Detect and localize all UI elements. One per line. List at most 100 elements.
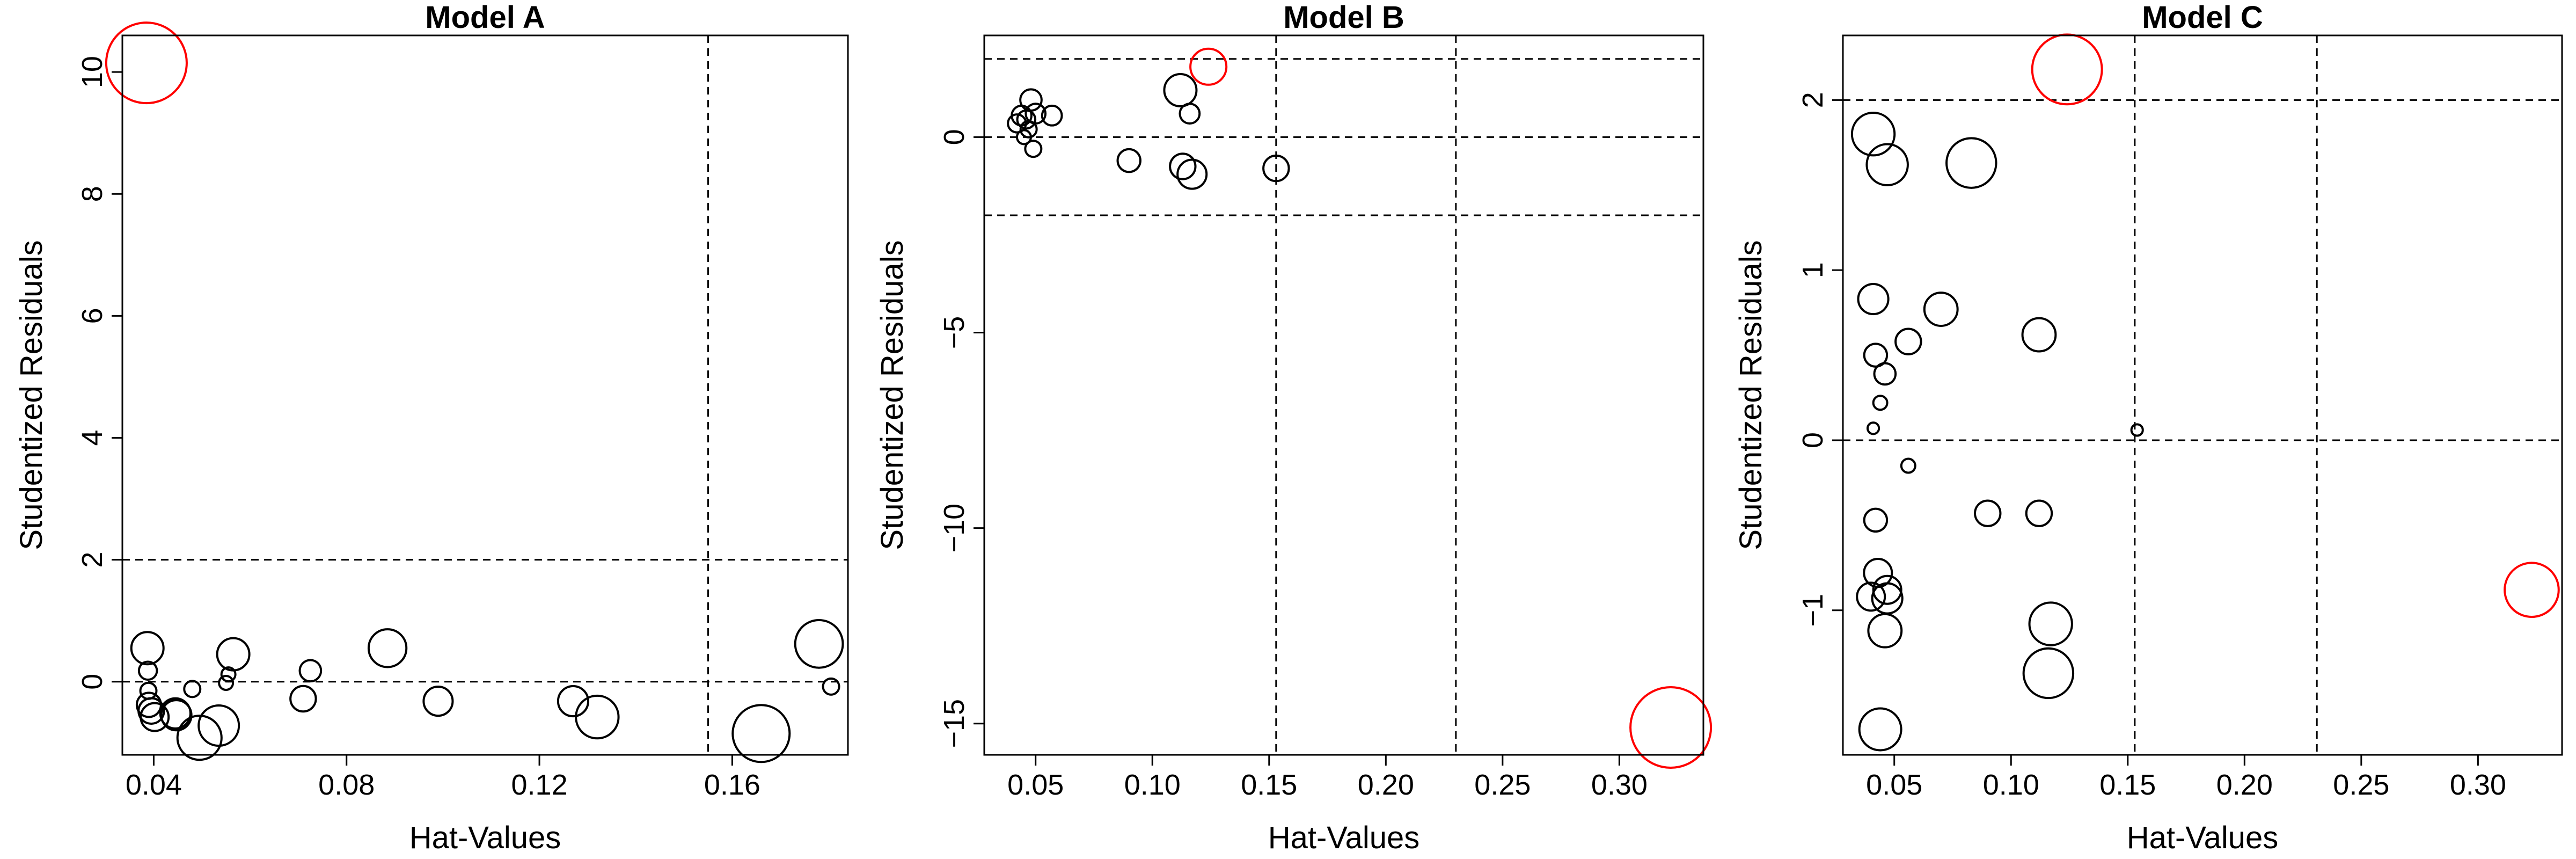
data-point [2130,423,2144,437]
y-tick-label: 2 [76,552,108,568]
data-point [218,675,235,691]
plot-frame [1842,34,2563,756]
data-point [1858,707,1902,752]
x-tick-label: 0.20 [1358,769,1414,801]
data-point [1169,152,1197,180]
data-point [1629,686,1713,769]
y-tick-label: 8 [76,186,108,202]
data-point [422,686,454,717]
x-axis-label: Hat-Values [409,820,561,855]
y-axis-label: Studentized Residuals [1733,240,1768,550]
data-point [557,685,590,718]
data-point [197,704,240,747]
data-point [822,677,840,696]
y-tick-label: 10 [76,56,108,88]
data-point [367,628,408,668]
data-point [1856,581,1886,612]
x-tick-label: 0.05 [1866,769,1922,801]
x-tick-label: 0.15 [1241,769,1297,801]
data-point [1863,507,1889,533]
data-point [1900,457,1916,474]
panel-title: Model B [1283,0,1404,35]
x-tick-label: 0.10 [1983,769,2039,801]
data-point [139,681,158,700]
data-point [1873,362,1897,386]
data-point [794,618,844,669]
x-tick-label: 0.20 [2216,769,2273,801]
axes-layer: 0.05 0.10 0.15 0.20 0.25 0.30 −15 −10 −5 0 [938,129,1648,801]
data-point [1024,140,1043,158]
panel-title: Model C [2142,0,2263,35]
data-point [1865,143,1909,186]
data-point [1850,112,1896,157]
data-point [1863,343,1889,368]
data-point [1857,282,1890,316]
panel-model-a: Model A 0.04 0.08 0.12 0.16 0 2 4 6 8 10 Hat-Valu… [14,0,849,855]
y-tick-label: 6 [76,308,108,324]
data-point [216,637,251,672]
x-axis-label: Hat-Values [2127,820,2279,855]
x-tick-label: 0.30 [1591,769,1648,801]
x-tick-label: 0.16 [704,769,760,801]
marks-layer [105,21,848,763]
data-point [105,21,188,105]
data-point [1019,88,1043,112]
y-tick-label: 0 [938,129,970,145]
data-point [289,685,317,713]
axes-layer: 0.05 0.10 0.15 0.20 0.25 0.30 −1 0 1 2 [1797,92,2506,801]
panel-model-c: Model C 0.05 0.10 0.15 0.20 0.25 0.30 −1 0 1 2 Ha… [1733,0,2563,855]
data-point [731,704,791,763]
data-point [1041,104,1063,127]
data-point [1024,103,1047,125]
data-point [130,631,165,666]
x-tick-label: 0.12 [511,769,568,801]
data-point [1923,292,1959,327]
data-point [1179,103,1201,125]
data-point [140,702,170,732]
data-point [298,659,323,683]
data-point [1189,47,1228,86]
data-point [2021,317,2057,353]
x-tick-label: 0.25 [1474,769,1531,801]
y-axis-label: Studentized Residuals [875,240,910,550]
x-tick-label: 0.05 [1007,769,1064,801]
data-point [137,697,165,725]
plot-frame [121,34,849,756]
x-axis-label: Hat-Values [1268,820,1420,855]
panel-title: Model A [425,0,545,35]
data-point [2025,499,2053,527]
y-axis-label: Studentized Residuals [14,240,49,550]
data-point [2504,562,2560,618]
data-point [575,694,620,740]
y-tick-label: 0 [76,674,108,690]
data-point [1176,158,1208,190]
data-point [1872,395,1889,411]
x-tick-label: 0.25 [2333,769,2389,801]
data-point [2028,601,2073,646]
y-tick-label: 4 [76,430,108,446]
data-point [183,680,202,698]
data-point [137,660,158,681]
y-tick-label: 2 [1797,92,1829,108]
data-point [1872,574,1902,605]
x-tick-label: 0.08 [318,769,375,801]
data-point [1116,148,1141,173]
panel-model-b: Model B 0.05 0.10 0.15 0.20 0.25 0.30 −15 −10 −5… [875,0,1713,855]
x-tick-label: 0.30 [2450,769,2506,801]
y-tick-label: 1 [1797,262,1829,278]
data-point [1866,421,1880,435]
data-point [160,699,193,732]
y-tick-label: −10 [938,504,970,553]
data-point [1974,499,2002,527]
data-point [1867,613,1903,649]
data-point [1894,327,1922,355]
data-point [1163,72,1198,107]
marks-layer [1843,33,2562,755]
x-tick-label: 0.10 [1124,769,1181,801]
axes-layer: 0.04 0.08 0.12 0.16 0 2 4 6 8 10 [76,56,760,801]
plot-frame [983,34,1704,756]
data-point [176,715,223,761]
y-tick-label: −15 [938,699,970,748]
y-tick-label: −5 [938,316,970,350]
marks-layer [984,35,1713,769]
